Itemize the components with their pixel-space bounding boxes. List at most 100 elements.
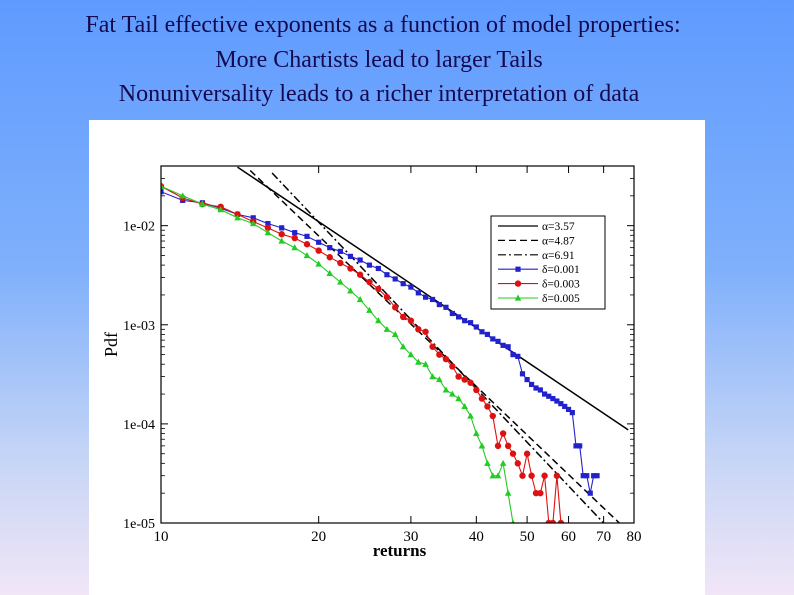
data-point bbox=[499, 459, 507, 466]
data-point bbox=[467, 379, 474, 386]
data-point bbox=[264, 224, 272, 232]
data-point bbox=[316, 239, 322, 245]
data-point bbox=[199, 200, 206, 207]
data-point bbox=[541, 472, 548, 479]
data-point bbox=[429, 343, 436, 350]
data-point bbox=[407, 317, 415, 324]
legend-label: α=6.91 bbox=[542, 250, 575, 262]
data-point bbox=[514, 280, 522, 287]
data-point bbox=[587, 490, 593, 496]
data-point bbox=[484, 459, 491, 466]
data-point bbox=[514, 460, 522, 467]
data-point bbox=[449, 310, 455, 317]
data-point bbox=[577, 443, 583, 449]
fit-line bbox=[271, 172, 605, 523]
chart-figure: 10 20 30 40 50 60 70 80 1e-02 1e-03 1e-04 1e-05 retu… bbox=[89, 120, 705, 595]
data-point bbox=[278, 231, 285, 238]
data-point bbox=[499, 430, 507, 437]
data-point bbox=[541, 391, 548, 397]
data-point bbox=[494, 472, 502, 479]
legend-label: α=3.57 bbox=[542, 221, 575, 233]
data-point bbox=[478, 395, 486, 402]
data-point bbox=[554, 398, 560, 404]
y-tick-label: 1e-02 bbox=[123, 220, 155, 235]
data-point bbox=[523, 450, 531, 457]
data-point bbox=[500, 342, 506, 348]
x-tick-label: 50 bbox=[520, 529, 535, 545]
data-point bbox=[304, 233, 310, 239]
data-point bbox=[546, 393, 552, 399]
data-point bbox=[436, 351, 443, 358]
legend-label: δ=0.003 bbox=[542, 279, 580, 291]
legend-label: α=4.87 bbox=[542, 235, 575, 247]
legend-label: δ=0.005 bbox=[542, 293, 580, 305]
data-point bbox=[375, 285, 382, 293]
legend-box bbox=[490, 215, 606, 310]
data-point bbox=[511, 519, 515, 523]
data-point bbox=[415, 290, 421, 296]
data-point bbox=[383, 325, 391, 332]
data-point bbox=[291, 244, 299, 251]
data-point bbox=[461, 402, 468, 410]
data-point bbox=[337, 278, 344, 285]
data-point bbox=[562, 403, 568, 410]
data-point bbox=[357, 257, 363, 263]
data-point bbox=[217, 206, 224, 213]
x-tick-label: 60 bbox=[561, 529, 576, 545]
data-point bbox=[337, 248, 343, 255]
data-point bbox=[478, 442, 486, 449]
data-point bbox=[537, 387, 543, 393]
data-point bbox=[422, 294, 429, 300]
data-point bbox=[161, 182, 165, 189]
slide-title-line-3: Nonuniversality leads to a richer interp… bbox=[118, 81, 640, 107]
data-point bbox=[347, 253, 354, 259]
data-point bbox=[415, 358, 422, 365]
data-point bbox=[327, 245, 333, 251]
data-point bbox=[495, 338, 501, 344]
data-point bbox=[356, 295, 364, 303]
data-point bbox=[462, 318, 468, 324]
data-point bbox=[569, 409, 575, 416]
data-point bbox=[383, 293, 391, 301]
data-point bbox=[489, 472, 497, 479]
data-point bbox=[455, 395, 462, 402]
data-point bbox=[415, 326, 422, 333]
data-point bbox=[594, 473, 600, 479]
y-tick-label: 1e-05 bbox=[123, 517, 155, 532]
data-point bbox=[553, 472, 561, 479]
data-point bbox=[509, 450, 517, 457]
data-point bbox=[484, 331, 491, 337]
data-point bbox=[366, 262, 373, 268]
data-point bbox=[461, 376, 468, 383]
x-axis-label: returns bbox=[373, 541, 427, 560]
x-tick-label: 10 bbox=[154, 529, 169, 545]
data-point bbox=[514, 294, 522, 301]
data-point bbox=[449, 363, 456, 370]
data-point bbox=[436, 301, 442, 308]
data-point bbox=[265, 220, 271, 227]
data-point bbox=[422, 328, 429, 335]
data-point bbox=[392, 304, 399, 311]
x-tick-label: 20 bbox=[311, 529, 326, 545]
data-point bbox=[479, 329, 485, 335]
data-point bbox=[392, 276, 398, 282]
data-point bbox=[264, 229, 272, 236]
data-point bbox=[573, 443, 579, 449]
data-point bbox=[234, 214, 241, 221]
data-point bbox=[558, 401, 564, 407]
slide-title-line-1: Fat Tail effective exponents as a functi… bbox=[85, 12, 681, 38]
pdf-chart: 10 20 30 40 50 60 70 80 1e-02 1e-03 1e-04 1e-05 retu… bbox=[101, 165, 642, 560]
x-tick-label: 80 bbox=[627, 529, 642, 545]
data-point bbox=[303, 241, 311, 248]
data-point bbox=[422, 360, 429, 367]
data-point bbox=[347, 265, 354, 272]
data-point bbox=[356, 271, 364, 278]
data-point bbox=[375, 265, 381, 272]
plot-frame bbox=[160, 165, 635, 524]
data-point bbox=[591, 473, 597, 479]
data-point bbox=[489, 412, 496, 420]
data-point bbox=[161, 189, 164, 195]
data-point bbox=[473, 324, 479, 330]
data-point bbox=[279, 225, 285, 231]
data-point bbox=[504, 489, 512, 496]
